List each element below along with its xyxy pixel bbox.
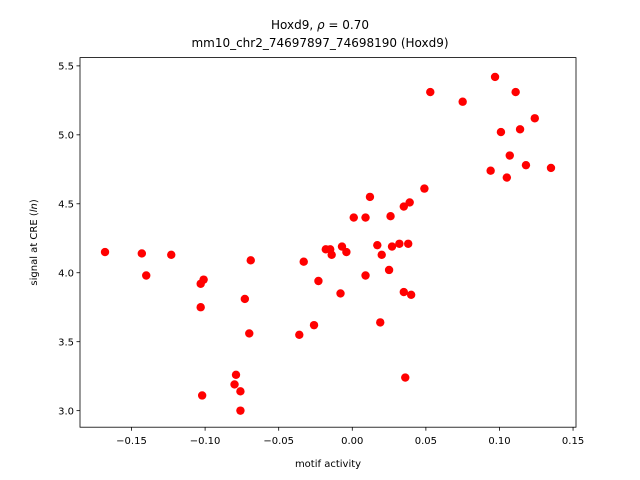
data-point-48 <box>502 173 512 182</box>
x-tick-label: −0.15 <box>116 436 147 447</box>
x-tick-label: 0.05 <box>415 436 437 447</box>
data-point-51 <box>515 125 525 134</box>
rho-symbol: ρ <box>317 18 325 32</box>
data-point-33 <box>386 212 395 221</box>
data-point-32 <box>384 265 394 275</box>
data-point-38 <box>401 373 410 382</box>
data-point-35 <box>395 239 404 248</box>
data-point-54 <box>546 163 556 173</box>
data-point-42 <box>420 184 429 193</box>
data-point-7 <box>197 391 207 400</box>
data-point-17 <box>309 320 319 330</box>
x-tick-label: 0.15 <box>562 436 584 447</box>
data-point-47 <box>496 127 506 137</box>
data-point-44 <box>458 97 467 106</box>
x-axis-ticks: −0.15 −0.10 −0.05 0.00 0.05 0.10 0.15 <box>116 427 584 447</box>
data-point-8 <box>230 380 239 389</box>
data-point-25 <box>349 213 358 222</box>
data-point-3 <box>167 250 176 260</box>
y-tick-label: 5.5 <box>58 61 74 72</box>
data-point-30 <box>376 318 385 327</box>
y-tick-label: 4.0 <box>58 268 74 279</box>
data-point-12 <box>240 294 250 304</box>
data-point-36 <box>399 202 408 211</box>
data-point-13 <box>245 329 254 338</box>
data-point-31 <box>377 250 386 260</box>
x-tick-label: 0.00 <box>341 436 363 447</box>
y-axis-ticks: 3.0 3.5 4.0 4.5 5.0 5.5 <box>58 61 80 417</box>
data-point-14 <box>246 256 255 265</box>
data-point-1 <box>137 249 147 258</box>
data-point-37 <box>399 287 408 297</box>
data-markers <box>100 72 556 415</box>
data-point-26 <box>361 213 370 222</box>
data-point-24 <box>342 247 351 257</box>
data-point-10 <box>236 387 245 396</box>
data-point-50 <box>511 87 520 97</box>
data-point-27 <box>361 271 370 280</box>
data-point-41 <box>406 290 416 300</box>
chart-title-line1: Hoxd9, ρ = 0.70 <box>271 18 369 32</box>
data-point-9 <box>231 370 241 379</box>
data-point-28 <box>365 192 375 202</box>
plot-area <box>79 57 577 428</box>
data-point-18 <box>314 276 323 286</box>
chart-title-line2: mm10_chr2_74697897_74698190 (Hoxd9) <box>191 36 448 50</box>
data-point-0 <box>100 247 110 257</box>
x-tick-label: −0.05 <box>263 436 294 447</box>
data-point-22 <box>336 289 345 298</box>
data-point-46 <box>490 72 500 82</box>
data-point-15 <box>295 330 304 339</box>
data-point-34 <box>387 242 397 251</box>
data-point-43 <box>426 87 435 97</box>
data-point-40 <box>405 198 414 207</box>
data-point-29 <box>373 240 382 250</box>
data-point-16 <box>299 257 308 266</box>
y-tick-label: 3.5 <box>58 337 74 348</box>
axes-frame <box>79 57 577 428</box>
data-point-21 <box>327 250 336 260</box>
y-tick-label: 4.5 <box>58 199 74 210</box>
y-tick-label: 3.0 <box>58 406 74 417</box>
y-axis-label: signal at CRE (ln) <box>29 199 40 285</box>
y-tick-label: 5.0 <box>58 130 74 141</box>
data-point-49 <box>505 151 514 160</box>
data-point-53 <box>530 114 539 123</box>
data-point-5 <box>199 275 208 284</box>
data-point-45 <box>486 166 495 175</box>
data-point-6 <box>196 303 205 312</box>
x-tick-label: 0.10 <box>488 436 510 447</box>
data-point-11 <box>236 406 245 415</box>
x-axis-label: motif activity <box>295 459 361 470</box>
data-point-52 <box>521 160 531 170</box>
data-point-39 <box>404 239 413 248</box>
x-tick-label: −0.10 <box>190 436 221 447</box>
data-point-2 <box>142 271 151 280</box>
